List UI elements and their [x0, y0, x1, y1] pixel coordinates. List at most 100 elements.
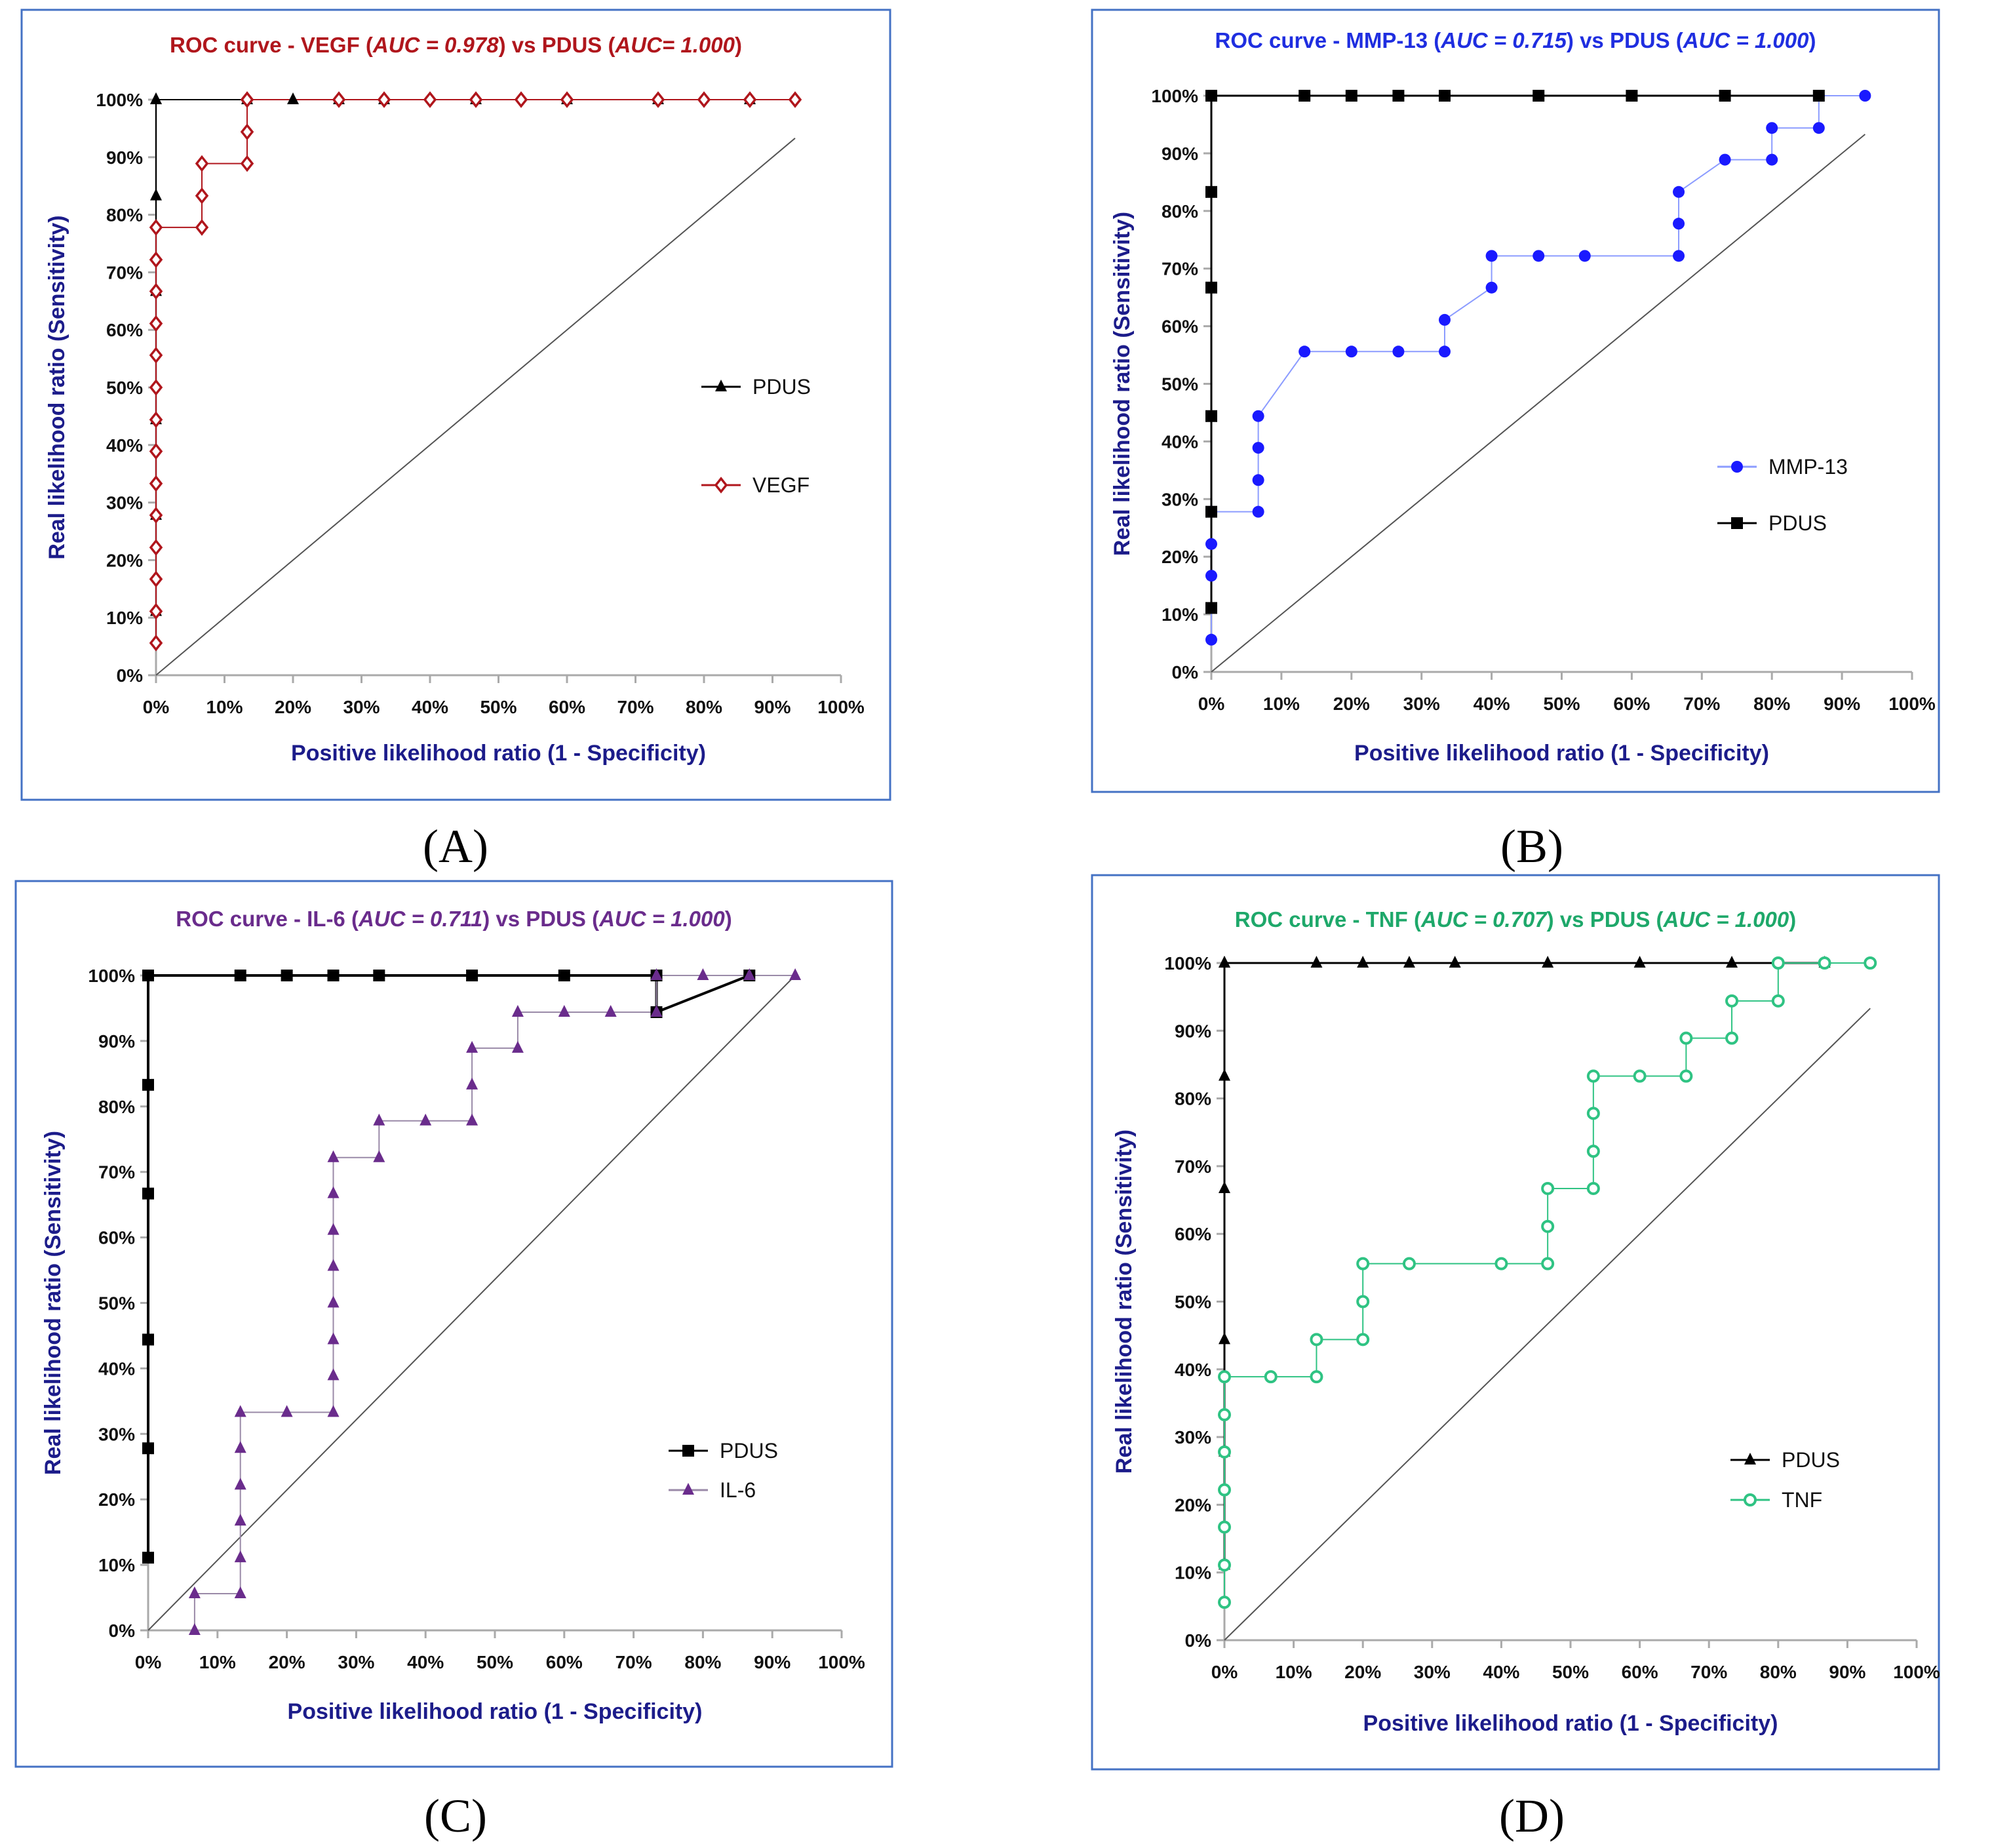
data-point-vegf — [743, 91, 757, 108]
x-tick-label: 90% — [1829, 1662, 1865, 1682]
data-point-il-6 — [327, 1368, 340, 1381]
x-tick-label: 30% — [1414, 1662, 1451, 1682]
y-tick-label: 80% — [98, 1097, 135, 1117]
data-point-tnf — [1218, 1520, 1231, 1534]
data-point-il-6 — [511, 1040, 524, 1053]
data-point-il-6 — [466, 1077, 478, 1090]
data-point-pdus — [1345, 90, 1357, 102]
data-point-il-6 — [697, 968, 709, 980]
x-axis-label: Positive likelihood ratio (1 - Specifici… — [291, 741, 706, 766]
data-point-vegf — [149, 347, 163, 364]
data-point-vegf — [195, 155, 209, 172]
title-part-1: AUC = 0.711 — [358, 907, 482, 931]
legend-marker-pdus — [682, 1445, 694, 1457]
data-point-tnf — [1218, 1408, 1231, 1422]
data-point-pdus — [234, 970, 246, 981]
data-point-pdus — [150, 188, 162, 201]
data-point-il-6 — [327, 1150, 340, 1162]
title-part-2: ) vs PDUS ( — [499, 33, 615, 57]
data-point-il-6 — [234, 1478, 246, 1490]
x-tick-label: 0% — [143, 697, 170, 717]
title-part-4: ) — [1808, 28, 1816, 52]
x-tick-label: 30% — [1403, 694, 1440, 714]
data-point-pdus — [142, 970, 154, 981]
data-point-il-6 — [466, 1113, 478, 1126]
y-tick-label: 30% — [106, 493, 143, 513]
data-point-mmp-13 — [1205, 633, 1217, 646]
data-point-pdus — [142, 1442, 154, 1455]
data-point-mmp-13 — [1252, 442, 1264, 454]
y-tick-label: 60% — [1162, 317, 1198, 337]
x-tick-label: 90% — [1824, 694, 1860, 714]
data-point-tnf — [1494, 1257, 1508, 1270]
legend-marker-pdus — [1731, 517, 1743, 529]
series-line-il-6 — [193, 975, 796, 1630]
x-tick-label: 80% — [1753, 694, 1790, 714]
data-point-pdus — [1812, 90, 1825, 102]
data-point-mmp-13 — [1533, 250, 1545, 262]
data-point-mmp-13 — [1485, 250, 1498, 262]
data-point-pdus — [1392, 90, 1405, 102]
x-tick-label: 50% — [1552, 1662, 1589, 1682]
data-point-il-6 — [327, 1295, 340, 1308]
x-tick-label: 100% — [818, 1652, 865, 1672]
title-part-2: ) vs PDUS ( — [1547, 907, 1664, 932]
data-point-pdus — [1726, 956, 1738, 968]
y-tick-label: 70% — [106, 262, 143, 283]
data-point-pdus — [1403, 956, 1415, 968]
data-point-vegf — [195, 219, 209, 236]
x-tick-label: 70% — [615, 1652, 652, 1672]
data-point-vegf — [149, 315, 163, 332]
data-point-pdus — [142, 1187, 154, 1200]
data-point-pdus — [150, 92, 162, 104]
data-point-tnf — [1771, 994, 1785, 1008]
data-point-pdus — [1438, 90, 1451, 102]
data-point-tnf — [1586, 1107, 1600, 1120]
y-tick-label: 90% — [1175, 1021, 1211, 1041]
title-part-4: ) — [1789, 907, 1796, 932]
panel-label-c: (C) — [424, 1790, 487, 1842]
data-point-il-6 — [281, 1405, 293, 1417]
x-tick-label: 70% — [1683, 694, 1720, 714]
data-point-mmp-13 — [1859, 90, 1871, 102]
title-part-2: ) vs PDUS ( — [1567, 28, 1683, 52]
data-point-vegf — [332, 91, 346, 108]
title-part-1: AUC = 0.978 — [372, 33, 499, 57]
x-tick-label: 60% — [1622, 1662, 1658, 1682]
title-part-0: ROC curve - IL-6 ( — [176, 907, 359, 931]
data-point-tnf — [1310, 1333, 1323, 1347]
data-point-mmp-13 — [1719, 153, 1731, 166]
data-point-mmp-13 — [1392, 345, 1405, 358]
data-point-vegf — [423, 91, 437, 108]
y-tick-label: 100% — [96, 90, 143, 110]
title-part-2: ) vs PDUS ( — [482, 907, 599, 931]
data-point-vegf — [469, 91, 483, 108]
y-tick-label: 50% — [1162, 374, 1198, 395]
data-point-vegf — [240, 155, 254, 172]
data-point-pdus — [287, 92, 299, 104]
data-point-mmp-13 — [1299, 345, 1311, 358]
y-axis-label: Real likelihood ratio (Sensitivity) — [1110, 212, 1135, 556]
data-point-pdus — [142, 1552, 154, 1564]
chart-title: ROC curve - MMP-13 (AUC = 0.715) vs PDUS… — [1215, 28, 1816, 52]
y-tick-label: 20% — [106, 550, 143, 570]
y-tick-label: 30% — [98, 1424, 135, 1444]
legend-label-pdus: PDUS — [752, 375, 811, 399]
data-point-pdus — [373, 970, 385, 981]
title-part-3: AUC = 1.000 — [598, 907, 725, 931]
data-point-pdus — [1219, 1069, 1230, 1081]
data-point-il-6 — [327, 1223, 340, 1235]
legend-marker-il-6 — [682, 1483, 694, 1495]
data-point-il-6 — [234, 1586, 246, 1599]
panel-d-roc-tnf: ROC curve - TNF (AUC = 0.707) vs PDUS (A… — [1091, 874, 1940, 1771]
reference-diagonal — [147, 975, 796, 1631]
y-axis-label: Real likelihood ratio (Sensitivity) — [45, 215, 69, 559]
data-point-mmp-13 — [1438, 313, 1451, 326]
y-tick-label: 70% — [98, 1162, 135, 1183]
x-tick-label: 50% — [480, 697, 517, 717]
data-point-pdus — [1205, 281, 1217, 294]
data-point-il-6 — [327, 1332, 340, 1345]
data-point-vegf — [560, 91, 574, 108]
y-tick-label: 60% — [1175, 1224, 1211, 1244]
data-point-pdus — [1219, 956, 1230, 968]
